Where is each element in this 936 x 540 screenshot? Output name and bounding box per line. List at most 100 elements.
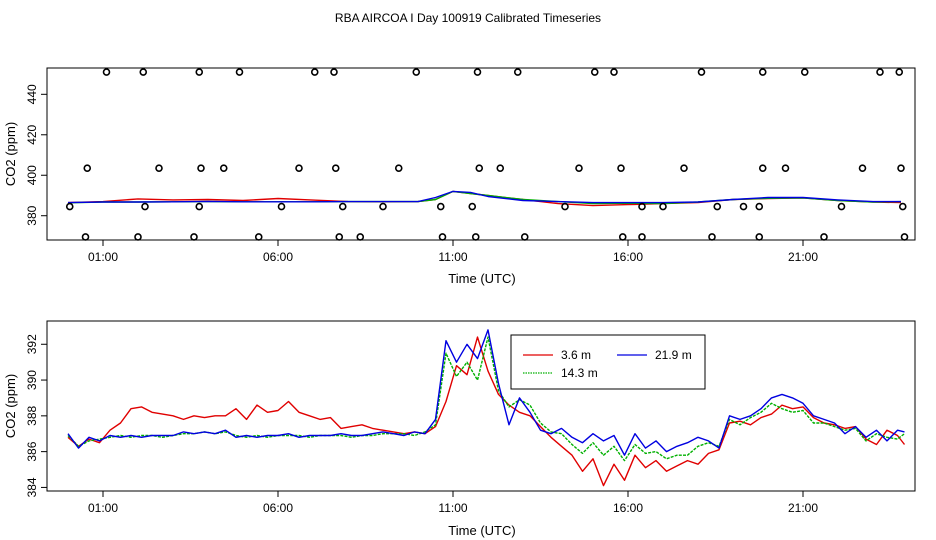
outlier-point bbox=[758, 164, 767, 172]
top-axes: 01:00 06:00 11:00 16:00 21:00 380 400 420 440 bbox=[25, 84, 818, 264]
top-outlier-points bbox=[65, 68, 909, 241]
legend-label-21-9m: 21.9 m bbox=[655, 348, 692, 362]
outlier-point bbox=[190, 233, 198, 241]
outlier-point bbox=[680, 164, 688, 172]
bottom-y-axis-label: CO2 (ppm) bbox=[3, 374, 18, 438]
legend: 3.6 m 14.3 m 21.9 m bbox=[510, 334, 706, 390]
outlier-point bbox=[331, 164, 340, 172]
outlier-point bbox=[781, 164, 790, 172]
outlier-point bbox=[475, 164, 484, 172]
outlier-point bbox=[394, 164, 403, 172]
outlier-point bbox=[254, 233, 263, 241]
outlier-point bbox=[197, 164, 205, 172]
top-x-tick-label: 11:00 bbox=[438, 250, 467, 264]
outlier-point bbox=[235, 68, 244, 76]
outlier-point bbox=[134, 233, 142, 241]
outlier-point bbox=[697, 68, 706, 76]
bottom-x-tick-label: 11:00 bbox=[438, 501, 467, 515]
outlier-point bbox=[590, 68, 599, 76]
top-y-tick-label: 420 bbox=[25, 124, 39, 144]
top-y-tick-label: 400 bbox=[25, 165, 39, 185]
bottom-plot-frame bbox=[46, 320, 916, 492]
bottom-axes: 01:00 06:00 11:00 16:00 21:00 384 386 388 390 392 bbox=[25, 334, 818, 515]
outlier-point bbox=[155, 164, 163, 172]
outlier-point bbox=[755, 233, 764, 241]
outlier-point bbox=[713, 202, 722, 211]
bottom-series-line-2 bbox=[67, 336, 905, 462]
outlier-point bbox=[195, 202, 204, 211]
outlier-point bbox=[739, 202, 748, 211]
top-y-tick-label: 440 bbox=[25, 84, 39, 104]
outlier-point bbox=[659, 202, 667, 211]
outlier-point bbox=[139, 68, 148, 76]
outlier-point bbox=[617, 164, 625, 172]
top-plot-frame bbox=[46, 67, 916, 241]
outlier-point bbox=[473, 68, 482, 76]
outlier-point bbox=[708, 233, 716, 241]
outlier-point bbox=[575, 164, 583, 172]
outlier-point bbox=[618, 233, 627, 241]
outlier-point bbox=[141, 202, 149, 211]
outlier-point bbox=[412, 68, 421, 76]
legend-label-3-6m: 3.6 m bbox=[561, 348, 591, 362]
outlier-point bbox=[277, 202, 286, 211]
outlier-point bbox=[81, 233, 90, 241]
top-x-tick-label: 21:00 bbox=[788, 250, 818, 264]
bottom-y-tick-label: 390 bbox=[25, 370, 39, 390]
outlier-point bbox=[638, 233, 646, 241]
outlier-point bbox=[496, 164, 505, 172]
outlier-point bbox=[898, 202, 907, 211]
bottom-panel: 01:00 06:00 11:00 16:00 21:00 384 386 388 390 392… bbox=[3, 320, 916, 538]
outlier-point bbox=[513, 68, 522, 76]
bottom-series-group bbox=[67, 329, 906, 487]
top-panel: 01:00 06:00 11:00 16:00 21:00 380 400 420 440 Ti… bbox=[3, 67, 916, 286]
outlier-point bbox=[800, 68, 809, 76]
outlier-point bbox=[897, 164, 905, 172]
outlier-point bbox=[436, 202, 445, 211]
outlier-point bbox=[219, 164, 228, 172]
top-y-tick-label: 380 bbox=[25, 205, 39, 225]
outlier-point bbox=[330, 68, 338, 76]
bottom-y-tick-label: 392 bbox=[25, 334, 39, 354]
bottom-series-line-1 bbox=[67, 336, 906, 487]
outlier-point bbox=[520, 233, 529, 241]
legend-label-14-3m: 14.3 m bbox=[561, 366, 598, 380]
legend-box bbox=[510, 334, 706, 390]
bottom-x-tick-label: 21:00 bbox=[788, 501, 818, 515]
top-x-tick-label: 06:00 bbox=[263, 250, 293, 264]
bottom-x-tick-label: 16:00 bbox=[613, 501, 643, 515]
outlier-point bbox=[335, 233, 344, 241]
top-y-axis-label: CO2 (ppm) bbox=[3, 122, 18, 186]
bottom-x-tick-label: 06:00 bbox=[263, 501, 293, 515]
top-x-tick-label: 01:00 bbox=[88, 250, 118, 264]
top-series-line-3 bbox=[67, 190, 901, 204]
outlier-point bbox=[356, 233, 365, 241]
bottom-series-line-3 bbox=[67, 329, 905, 456]
outlier-point bbox=[837, 202, 846, 211]
top-x-axis-label: Time (UTC) bbox=[448, 271, 515, 286]
bottom-y-tick-label: 384 bbox=[25, 477, 39, 497]
outlier-point bbox=[338, 202, 347, 211]
outlier-point bbox=[468, 202, 477, 211]
top-x-tick-label: 16:00 bbox=[613, 250, 643, 264]
outlier-point bbox=[755, 202, 764, 211]
outlier-point bbox=[638, 202, 646, 211]
outlier-point bbox=[900, 233, 909, 241]
bottom-x-tick-label: 01:00 bbox=[88, 501, 118, 515]
bottom-y-tick-label: 388 bbox=[25, 406, 39, 426]
outlier-point bbox=[295, 164, 303, 172]
outlier-point bbox=[876, 68, 884, 76]
outlier-point bbox=[820, 233, 828, 241]
outlier-point bbox=[379, 202, 387, 211]
bottom-x-axis-label: Time (UTC) bbox=[448, 523, 515, 538]
top-series-group bbox=[67, 190, 902, 207]
outlier-point bbox=[758, 68, 767, 76]
chart-title: RBA AIRCOA I Day 100919 Calibrated Times… bbox=[335, 11, 601, 25]
outlier-point bbox=[858, 164, 867, 172]
outlier-point bbox=[471, 233, 480, 241]
outlier-point bbox=[561, 202, 569, 211]
outlier-point bbox=[310, 68, 319, 76]
outlier-point bbox=[195, 68, 204, 76]
outlier-point bbox=[83, 164, 92, 172]
